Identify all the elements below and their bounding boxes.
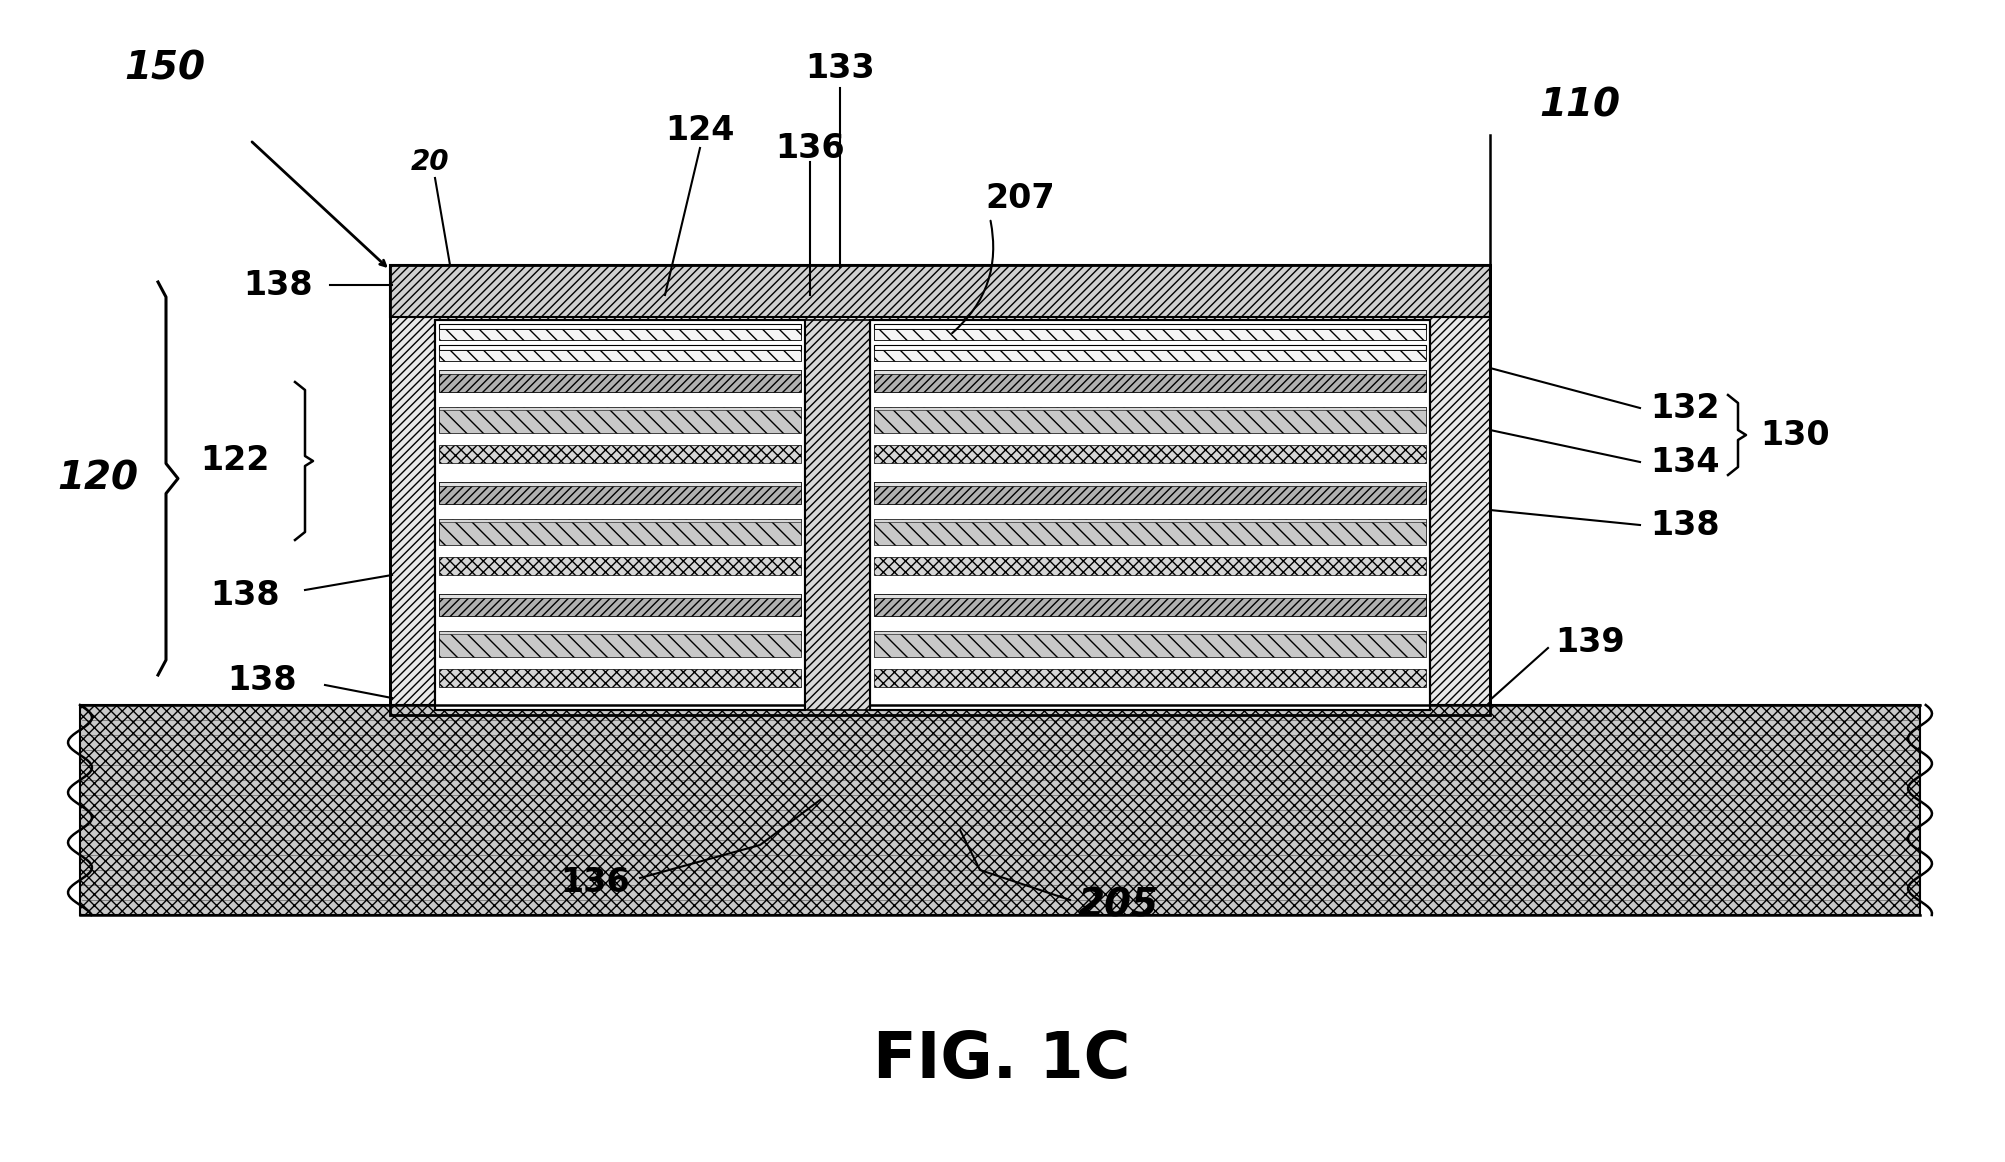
Text: 138: 138 bbox=[211, 579, 281, 611]
Bar bbox=[439, 631, 802, 634]
Bar bbox=[435, 320, 804, 710]
Text: 205: 205 bbox=[1077, 885, 1159, 924]
Bar bbox=[435, 320, 804, 710]
Text: 138: 138 bbox=[227, 664, 297, 696]
Bar bbox=[391, 265, 1490, 715]
Bar bbox=[874, 370, 1426, 374]
Text: 110: 110 bbox=[1540, 86, 1620, 124]
Bar bbox=[874, 345, 1426, 350]
Bar bbox=[874, 519, 1426, 545]
Bar bbox=[439, 345, 802, 350]
Bar bbox=[874, 445, 1426, 464]
Bar bbox=[804, 320, 870, 710]
Bar bbox=[439, 350, 802, 361]
Text: 150: 150 bbox=[124, 49, 205, 87]
Text: 20: 20 bbox=[411, 148, 449, 175]
Text: 124: 124 bbox=[666, 114, 734, 146]
Bar bbox=[439, 324, 802, 329]
Bar bbox=[439, 370, 802, 393]
Bar bbox=[439, 329, 802, 340]
Bar bbox=[874, 350, 1426, 361]
Bar bbox=[874, 557, 1426, 575]
Bar bbox=[439, 482, 802, 504]
Text: 136: 136 bbox=[559, 866, 630, 898]
Text: 134: 134 bbox=[1650, 445, 1720, 479]
Text: 122: 122 bbox=[200, 444, 271, 476]
Bar bbox=[874, 370, 1426, 393]
Bar bbox=[874, 594, 1426, 598]
Bar bbox=[439, 594, 802, 616]
Bar bbox=[439, 482, 802, 486]
Bar bbox=[439, 519, 802, 545]
Text: 138: 138 bbox=[243, 268, 313, 301]
Bar bbox=[439, 445, 802, 464]
Bar bbox=[874, 631, 1426, 634]
Text: 120: 120 bbox=[58, 459, 138, 497]
Bar bbox=[439, 408, 802, 433]
Bar bbox=[874, 631, 1426, 658]
Bar bbox=[874, 519, 1426, 523]
Text: 133: 133 bbox=[806, 51, 874, 85]
Bar bbox=[870, 320, 1430, 710]
Bar bbox=[391, 265, 1490, 715]
Bar bbox=[874, 324, 1426, 329]
Bar bbox=[439, 557, 802, 575]
Text: 132: 132 bbox=[1650, 392, 1720, 424]
Text: 207: 207 bbox=[984, 181, 1055, 215]
Bar bbox=[874, 482, 1426, 504]
Text: 136: 136 bbox=[776, 131, 844, 165]
Bar bbox=[391, 265, 1490, 317]
Bar bbox=[874, 482, 1426, 486]
Bar bbox=[439, 668, 802, 688]
Text: 138: 138 bbox=[1650, 509, 1720, 541]
Bar bbox=[439, 370, 802, 374]
Bar bbox=[874, 329, 1426, 340]
Bar bbox=[874, 408, 1426, 410]
Bar bbox=[439, 631, 802, 658]
Bar bbox=[870, 320, 1430, 710]
Bar bbox=[439, 408, 802, 410]
Bar bbox=[874, 408, 1426, 433]
Text: 130: 130 bbox=[1760, 418, 1831, 452]
Bar bbox=[874, 594, 1426, 616]
Bar bbox=[80, 705, 1921, 914]
Bar bbox=[439, 519, 802, 523]
Text: FIG. 1C: FIG. 1C bbox=[874, 1030, 1131, 1091]
Bar bbox=[439, 594, 802, 598]
Text: 139: 139 bbox=[1556, 625, 1624, 659]
Bar bbox=[874, 668, 1426, 688]
